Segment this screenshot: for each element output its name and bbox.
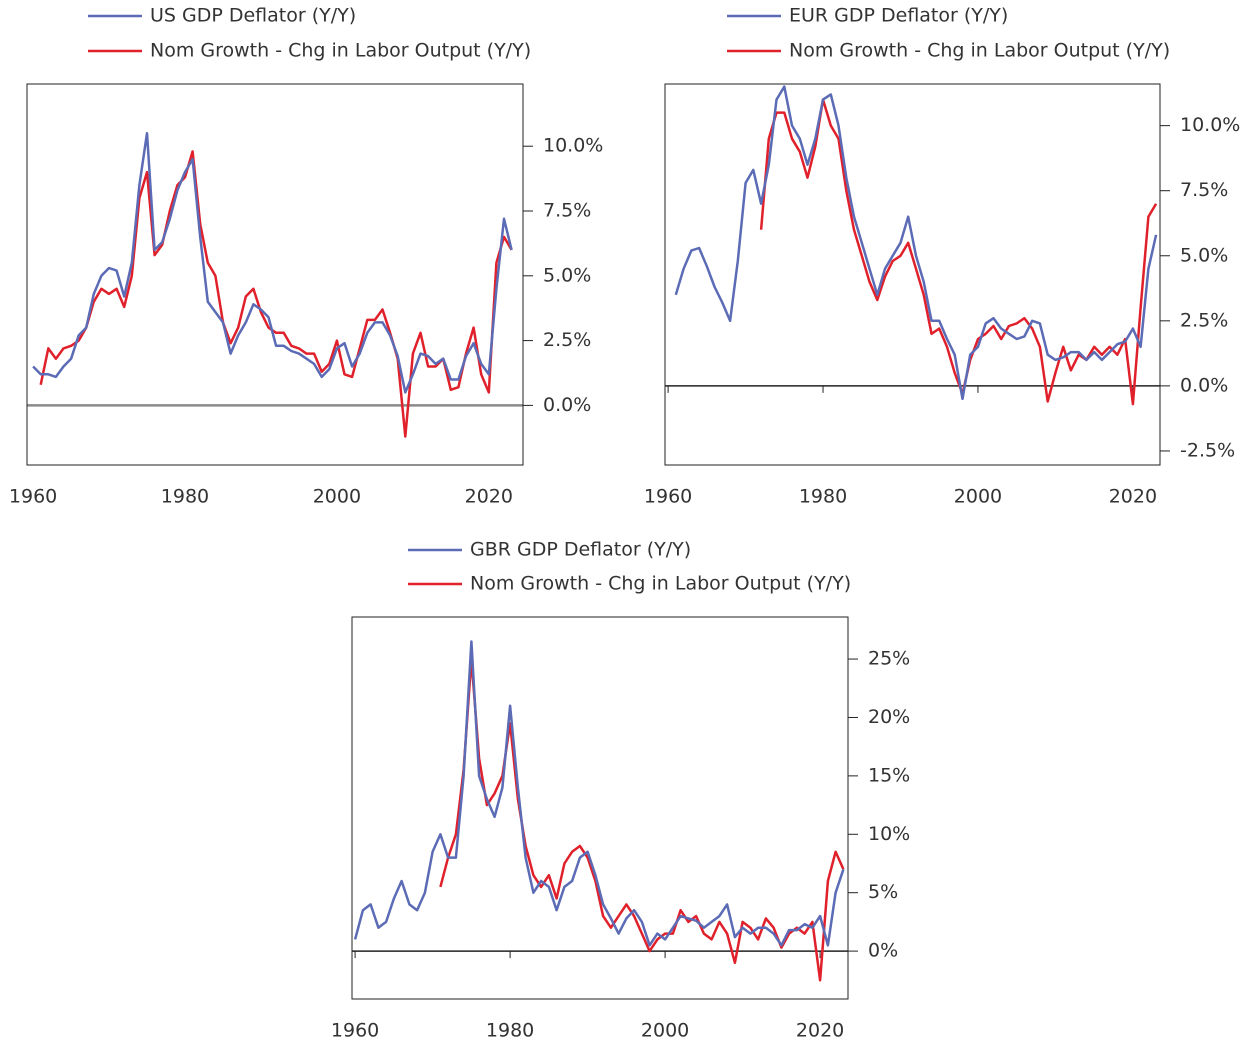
series-line — [759, 98, 1158, 406]
y-tick-label: 2.5% — [1180, 309, 1228, 331]
y-tick-label: 15% — [868, 764, 910, 786]
y-tick-label: 5.0% — [543, 264, 591, 286]
legend-label: GBR GDP Deflator (Y/Y) — [470, 539, 691, 561]
y-tick-label: 5.0% — [1180, 244, 1228, 266]
y-tick-label: 7.5% — [1180, 179, 1228, 201]
y-tick-label: 0.0% — [1180, 374, 1228, 396]
legend-label: US GDP Deflator (Y/Y) — [150, 5, 356, 27]
series-line — [439, 657, 845, 982]
legend-label: Nom Growth - Chg in Labor Output (Y/Y) — [150, 40, 531, 62]
plot-frame — [26, 83, 524, 466]
y-tick-label: 20% — [868, 706, 910, 728]
series-line — [39, 150, 513, 438]
y-tick-label: 10.0% — [543, 135, 603, 157]
x-tick-label: 1960 — [9, 486, 57, 508]
x-tick-label: 2000 — [954, 486, 1002, 508]
y-tick-label: 25% — [868, 648, 910, 670]
y-tick-label: 7.5% — [543, 200, 591, 222]
series-line — [32, 131, 513, 394]
y-tick-label: -2.5% — [1180, 439, 1235, 461]
y-tick-label: 5% — [868, 881, 898, 903]
x-tick-label: 1980 — [799, 486, 847, 508]
y-tick-label: 2.5% — [543, 329, 591, 351]
x-tick-label: 1980 — [486, 1020, 534, 1040]
y-tick-label: 0.0% — [543, 394, 591, 416]
y-tick-label: 10% — [868, 823, 910, 845]
legend-label: Nom Growth - Chg in Labor Output (Y/Y) — [789, 40, 1170, 62]
series-line — [353, 640, 845, 947]
y-tick-label: 10.0% — [1180, 114, 1240, 136]
legend-label: Nom Growth - Chg in Labor Output (Y/Y) — [470, 573, 851, 595]
x-tick-label: 1980 — [161, 486, 209, 508]
x-tick-label: 2000 — [641, 1020, 689, 1040]
x-tick-label: 2020 — [465, 486, 513, 508]
plot-lines — [353, 640, 845, 982]
legend-label: EUR GDP Deflator (Y/Y) — [789, 5, 1008, 27]
plot-frame — [664, 83, 1161, 466]
plot-frame — [351, 616, 849, 1000]
x-tick-label: 2020 — [1109, 486, 1157, 508]
x-tick-label: 2000 — [313, 486, 361, 508]
x-tick-label: 1960 — [331, 1020, 379, 1040]
plot-lines — [674, 85, 1158, 406]
plot-lines — [32, 131, 513, 438]
y-tick-label: 0% — [868, 940, 898, 962]
x-tick-label: 2020 — [796, 1020, 844, 1040]
series-line — [674, 85, 1158, 401]
x-tick-label: 1960 — [644, 486, 692, 508]
